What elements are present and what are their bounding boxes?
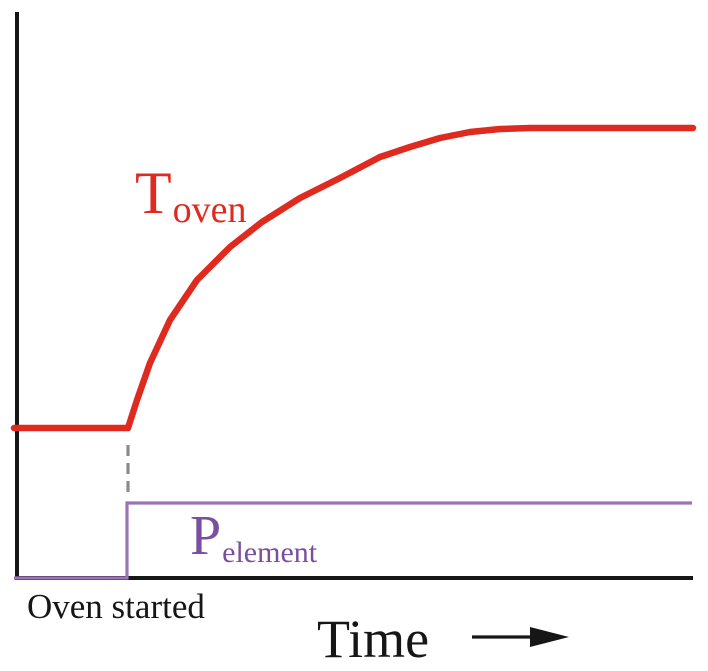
oven-started-annotation: Oven started	[27, 587, 205, 626]
time-axis-label: Time	[317, 609, 430, 669]
t-oven-label-subscript: oven	[172, 189, 247, 231]
p-element-label-main: P	[190, 505, 222, 567]
t-oven-series-label: Toven	[135, 160, 247, 229]
p-element-curve	[14, 501, 692, 580]
p-element-label-subscript: element	[222, 536, 318, 569]
t-oven-curve	[10, 124, 697, 432]
time-arrow-head-icon	[530, 627, 569, 647]
p-element-series-label: Pelement	[190, 505, 317, 568]
t-oven-label-main: T	[135, 160, 172, 226]
